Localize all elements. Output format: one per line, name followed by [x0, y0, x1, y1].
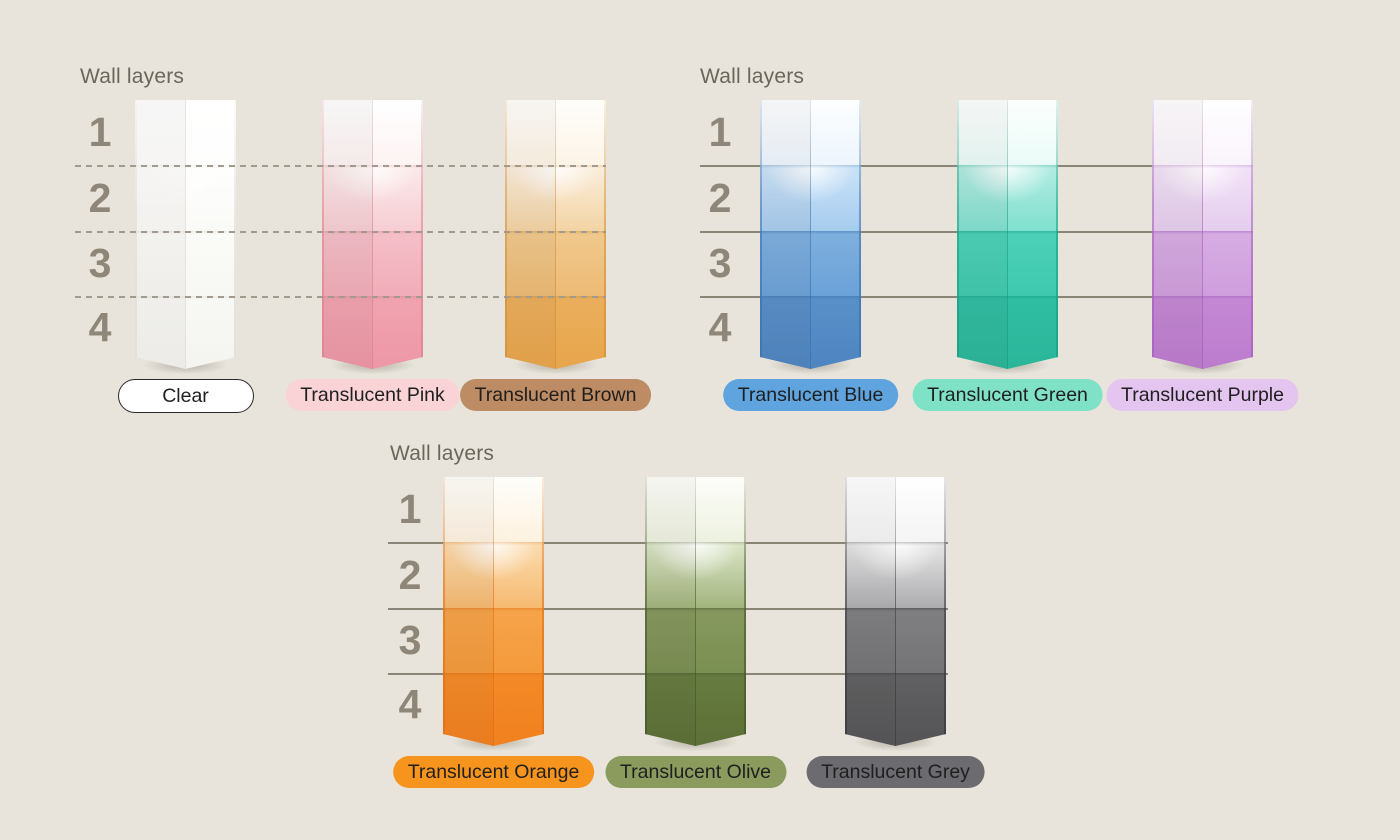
- layer-number-3: 3: [398, 617, 422, 663]
- pillar-left-face-shade: [645, 477, 696, 746]
- filament-pillar-translucent-blue: [760, 100, 861, 369]
- pillar-left-face-shade: [957, 100, 1008, 369]
- filament-pillar-translucent-green: [957, 100, 1058, 369]
- layer-number-4: 4: [708, 304, 732, 350]
- pillar-right-edge: [1056, 100, 1058, 369]
- pillar-left-edge: [1152, 100, 1154, 369]
- filament-label-translucent-pink: Translucent Pink: [285, 379, 460, 411]
- layer-number-4: 4: [88, 304, 112, 350]
- pillar-right-edge: [944, 477, 946, 746]
- wall-layers-title: Wall layers: [700, 65, 805, 88]
- filament-pillar-translucent-olive: [645, 477, 746, 746]
- pillar-left-edge: [322, 100, 324, 369]
- layer-number-1: 1: [708, 109, 732, 155]
- filament-label-translucent-brown: Translucent Brown: [459, 379, 652, 411]
- layer-number-4: 4: [398, 681, 422, 727]
- pillar-left-edge: [645, 477, 647, 746]
- pillar-left-edge: [845, 477, 847, 746]
- filament-label-translucent-purple: Translucent Purple: [1106, 379, 1299, 411]
- filament-pillar-translucent-pink: [322, 100, 423, 369]
- filament-label-translucent-orange: Translucent Orange: [392, 756, 595, 788]
- filament-label-translucent-blue: Translucent Blue: [722, 379, 899, 411]
- pillar-right-edge: [234, 100, 236, 369]
- layer-number-3: 3: [88, 240, 112, 286]
- pillar-left-edge: [443, 477, 445, 746]
- pillar-left-edge: [957, 100, 959, 369]
- filament-label-translucent-grey: Translucent Grey: [806, 756, 985, 788]
- pillar-center-edge: [895, 477, 897, 746]
- pillar-left-edge: [760, 100, 762, 369]
- pillar-left-face-shade: [322, 100, 373, 369]
- pillar-right-edge: [604, 100, 606, 369]
- pillar-left-edge: [135, 100, 137, 369]
- pillar-right-edge: [542, 477, 544, 746]
- pillar-right-edge: [421, 100, 423, 369]
- pillar-left-face-shade: [505, 100, 556, 369]
- pillar-left-face-shade: [845, 477, 896, 746]
- pillar-right-edge: [744, 477, 746, 746]
- pillar-left-face-shade: [135, 100, 186, 369]
- wall-layers-title: Wall layers: [390, 442, 495, 465]
- pillar-left-edge: [505, 100, 507, 369]
- wall-layer-gridline: [75, 231, 606, 233]
- chart-group-blue-green-purple: Wall layers 1 2 3 4 Translucent Blue Transluce…: [695, 60, 1299, 432]
- layer-number-3: 3: [708, 240, 732, 286]
- filament-pillar-translucent-purple: [1152, 100, 1253, 369]
- layer-number-1: 1: [88, 109, 112, 155]
- pillar-right-edge: [1251, 100, 1253, 369]
- layer-number-1: 1: [398, 486, 422, 532]
- filament-label-clear: Clear: [117, 379, 254, 413]
- pillar-center-edge: [810, 100, 812, 369]
- pillar-center-edge: [555, 100, 557, 369]
- pillar-center-edge: [185, 100, 187, 369]
- chart-group-clear-pink-brown: Wall layers 1 2 3 4 Clear Translucent Pink Tran…: [75, 60, 655, 432]
- pillar-center-edge: [695, 477, 697, 746]
- pillar-center-edge: [372, 100, 374, 369]
- filament-label-translucent-green: Translucent Green: [912, 379, 1103, 411]
- wall-layers-title: Wall layers: [80, 65, 185, 88]
- pillar-right-edge: [859, 100, 861, 369]
- layer-number-2: 2: [88, 175, 112, 221]
- pillar-left-face-shade: [443, 477, 494, 746]
- filament-pillar-translucent-orange: [443, 477, 544, 746]
- pillar-left-face-shade: [760, 100, 811, 369]
- chart-group-orange-olive-grey: Wall layers 1 2 3 4 Translucent Orange Translu…: [385, 437, 990, 809]
- filament-pillar-clear: [135, 100, 236, 369]
- filament-pillar-translucent-grey: [845, 477, 946, 746]
- layer-number-2: 2: [708, 175, 732, 221]
- wall-layer-gridline: [75, 296, 606, 298]
- pillar-center-edge: [1202, 100, 1204, 369]
- layer-number-2: 2: [398, 552, 422, 598]
- pillar-left-face-shade: [1152, 100, 1203, 369]
- wall-layer-gridline: [75, 165, 606, 167]
- pillar-center-edge: [493, 477, 495, 746]
- filament-label-translucent-olive: Translucent Olive: [604, 756, 787, 788]
- pillar-center-edge: [1007, 100, 1009, 369]
- filament-pillar-translucent-brown: [505, 100, 606, 369]
